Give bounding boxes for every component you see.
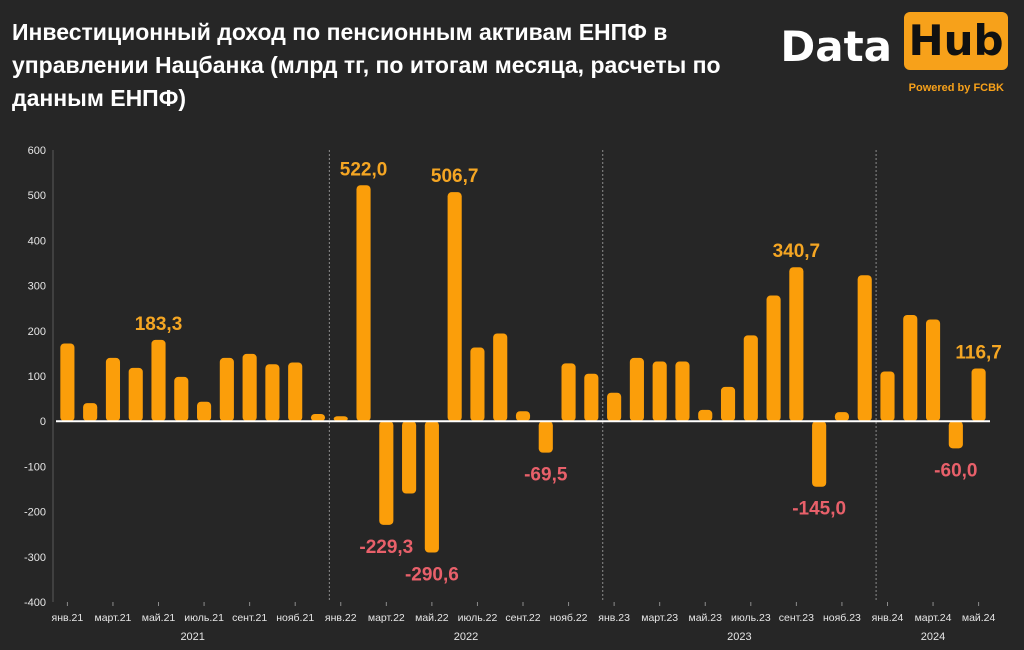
year-label: 2021 <box>180 631 204 643</box>
y-tick-label: 400 <box>28 235 46 247</box>
bar <box>971 368 986 422</box>
y-tick-label: -100 <box>24 461 46 473</box>
x-tick-label: янв.21 <box>52 612 84 624</box>
year-label: 2022 <box>454 631 478 643</box>
data-label: -69,5 <box>524 465 568 486</box>
data-label: -60,0 <box>934 460 977 481</box>
bar <box>242 353 257 422</box>
bar <box>151 339 166 422</box>
x-tick-label: май.23 <box>688 612 722 624</box>
bar <box>424 421 439 553</box>
datahub-logo: Data Hub Powered by FCBK <box>780 10 1008 100</box>
bar <box>60 343 75 422</box>
y-tick-label: -400 <box>24 597 46 609</box>
y-tick-label: 500 <box>28 190 46 202</box>
logo-tagline: Powered by FCBK <box>908 82 1004 94</box>
bar <box>720 386 736 422</box>
bar <box>83 403 98 422</box>
bar <box>834 412 849 422</box>
x-tick-label: янв.24 <box>872 612 904 624</box>
x-tick-label: май.24 <box>962 612 996 624</box>
bar <box>310 413 326 422</box>
x-tick-label: сент.22 <box>505 612 540 624</box>
y-tick-label: 300 <box>28 281 46 293</box>
bar <box>288 362 303 422</box>
bar <box>789 267 804 422</box>
bar <box>402 421 417 494</box>
data-label: 183,3 <box>135 314 183 335</box>
bar <box>766 295 781 422</box>
bar <box>356 185 371 422</box>
bar <box>607 392 622 422</box>
bar <box>652 361 667 422</box>
data-label: 506,7 <box>431 166 479 187</box>
data-label: -290,6 <box>405 565 459 586</box>
x-tick-label: июль.22 <box>458 612 498 624</box>
bar <box>333 416 348 422</box>
year-label: 2024 <box>921 631 945 643</box>
x-tick-label: нояб.21 <box>276 612 314 624</box>
y-tick-label: -200 <box>24 507 46 519</box>
x-tick-label: март.21 <box>94 612 131 624</box>
bar <box>379 421 394 525</box>
y-tick-label: -300 <box>24 552 46 564</box>
bar <box>675 361 690 422</box>
bar <box>447 192 462 422</box>
x-tick-label: март.23 <box>641 612 678 624</box>
y-tick-label: 0 <box>40 416 46 428</box>
bar <box>105 357 121 422</box>
bar <box>174 376 189 422</box>
bar <box>219 357 234 422</box>
x-tick-label: март.22 <box>368 612 405 624</box>
x-tick-label: сент.23 <box>779 612 814 624</box>
bar <box>561 363 576 422</box>
x-tick-label: май.22 <box>415 612 449 624</box>
bar <box>812 421 827 487</box>
x-tick-label: июль.23 <box>731 612 771 624</box>
bar <box>698 409 713 422</box>
bar <box>880 371 895 422</box>
logo-word-data: Data <box>780 22 892 71</box>
y-tick-label: 600 <box>28 145 46 157</box>
bar <box>265 364 280 422</box>
x-tick-label: нояб.23 <box>823 612 861 624</box>
data-label: 340,7 <box>773 241 821 262</box>
x-tick-label: май.21 <box>142 612 176 624</box>
x-tick-label: июль.21 <box>184 612 224 624</box>
bar <box>128 367 143 422</box>
x-tick-label: март.24 <box>915 612 952 624</box>
x-tick-label: сент.21 <box>232 612 267 624</box>
chart-title: Инвестиционный доход по пенсионным актив… <box>12 19 721 111</box>
bar <box>515 411 531 422</box>
data-label: 116,7 <box>955 342 1002 363</box>
y-tick-label: 100 <box>28 371 46 383</box>
bar <box>197 401 212 422</box>
data-label: -145,0 <box>792 499 846 520</box>
logo-word-hub: Hub <box>908 16 1004 65</box>
year-label: 2023 <box>727 631 751 643</box>
x-tick-label: нояб.22 <box>550 612 588 624</box>
bar <box>493 333 508 422</box>
logo-orange-box: Hub <box>904 12 1008 70</box>
bar <box>470 347 485 422</box>
bar <box>857 275 872 422</box>
bar <box>629 357 644 422</box>
bar <box>584 373 599 422</box>
data-label: -229,3 <box>359 537 413 558</box>
bar <box>538 421 553 453</box>
y-tick-label: 200 <box>28 326 46 338</box>
bar <box>925 319 941 422</box>
bar <box>743 335 758 422</box>
bar <box>903 314 918 422</box>
data-label: 522,0 <box>340 159 388 180</box>
bar <box>948 421 963 449</box>
x-tick-label: янв.23 <box>598 612 630 624</box>
x-tick-label: янв.22 <box>325 612 357 624</box>
